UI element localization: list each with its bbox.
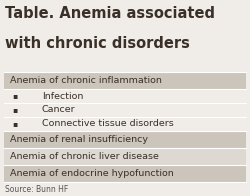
Text: Infection: Infection <box>42 92 84 101</box>
Bar <box>4 89 246 103</box>
Bar <box>4 165 246 182</box>
Bar <box>0 0 250 72</box>
Bar <box>4 72 246 89</box>
Text: ▪: ▪ <box>12 119 17 128</box>
Text: Connective tissue disorders: Connective tissue disorders <box>42 119 174 128</box>
Bar <box>0 182 250 196</box>
Bar <box>4 103 246 117</box>
Text: Source: Bunn HF: Source: Bunn HF <box>5 184 68 193</box>
Text: Anemia of renal insufficiency: Anemia of renal insufficiency <box>10 135 148 144</box>
Text: Anemia of endocrine hypofunction: Anemia of endocrine hypofunction <box>10 169 174 178</box>
Text: Anemia of chronic liver disease: Anemia of chronic liver disease <box>10 152 159 161</box>
Text: Cancer: Cancer <box>42 105 76 114</box>
Text: ▪: ▪ <box>12 92 17 101</box>
Text: with chronic disorders: with chronic disorders <box>5 36 190 51</box>
Text: ▪: ▪ <box>12 105 17 114</box>
Bar <box>4 131 246 148</box>
Bar <box>4 148 246 165</box>
Text: Table. Anemia associated: Table. Anemia associated <box>5 6 215 21</box>
Text: Anemia of chronic inflammation: Anemia of chronic inflammation <box>10 76 162 85</box>
Bar <box>4 117 246 131</box>
